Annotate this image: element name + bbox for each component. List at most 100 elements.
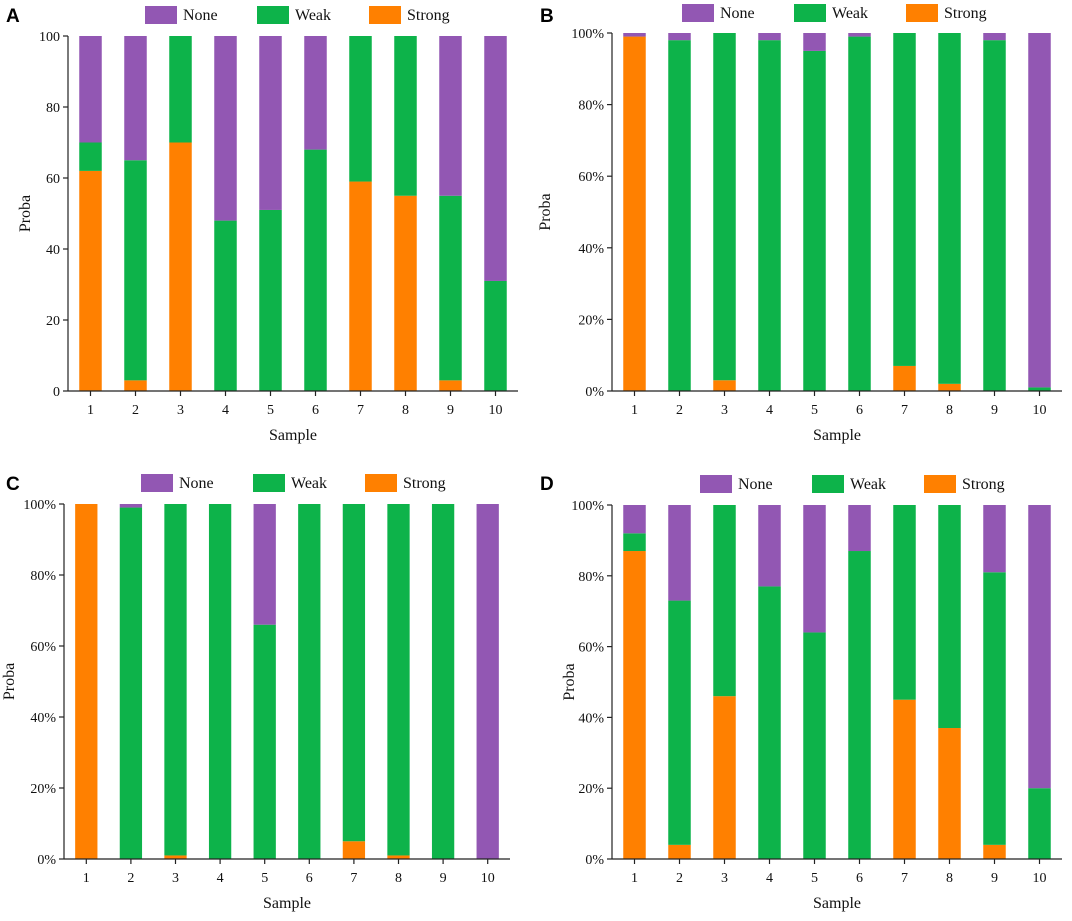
x-tick-label-c: 8 [395,871,402,886]
bar-d-sample-7-weak [893,505,916,700]
x-tick-label-d: 1 [631,871,638,886]
bar-d-sample-3-weak [713,505,736,697]
bar-d-sample-5-none [803,505,826,633]
bar-a-sample-1-none [79,36,102,143]
legend-label-none: None [738,476,773,493]
bar-c-sample-5-none [253,504,276,625]
bar-d-sample-8-weak [938,505,961,729]
y-tick-label-c: 40% [30,711,56,726]
x-tick-label-a: 6 [312,403,319,418]
bar-b-sample-9-none [983,33,1006,41]
legend-label-weak: Weak [291,475,327,492]
legend-swatch-none [682,4,714,22]
panel-b: B None Weak Strong 0% 20% 40% 60% 80% 100% 1 2 3 4 5 6 7… [537,4,1062,444]
y-tick-label-a: 80 [46,101,60,116]
x-tick-label-a: 1 [87,403,94,418]
bar-a-sample-1-strong [79,170,102,391]
panel-letter-b: B [540,6,554,27]
legend-label-strong: Strong [962,476,1005,493]
legend-label-weak: Weak [850,476,886,493]
bar-a-sample-10-none [484,36,507,281]
legend-label-weak: Weak [832,5,868,22]
x-axis-title-c: Sample [263,895,311,912]
bar-d-sample-9-none [983,505,1006,573]
x-tick-label-a: 4 [222,403,229,418]
x-tick-label-b: 2 [676,403,683,418]
bar-b-sample-4-weak [758,40,781,391]
bar-d-sample-7-strong [893,699,916,859]
x-tick-label-d: 6 [856,871,863,886]
y-tick-label-d: 40% [578,711,604,726]
bar-c-sample-5-weak [253,624,276,859]
bar-a-sample-9-strong [439,380,462,391]
bar-b-sample-3-strong [713,380,736,391]
bar-c-sample-2-none [119,504,143,508]
bar-a-sample-6-weak [304,149,327,391]
bar-a-sample-7-strong [349,181,372,391]
x-tick-label-a: 3 [177,403,184,418]
x-tick-label-d: 3 [721,871,728,886]
x-tick-label-a: 5 [267,403,274,418]
bar-c-sample-1-strong [75,504,98,859]
legend-label-none: None [179,475,214,492]
bar-d-sample-2-strong [668,844,691,859]
bar-a-sample-8-strong [394,195,417,391]
x-tick-label-b: 6 [856,403,863,418]
y-axis-title-c: Proba [1,663,18,700]
legend-swatch-strong [906,4,938,22]
bar-b-sample-5-weak [803,50,826,392]
bar-c-sample-8-weak [387,504,410,856]
bar-a-sample-2-none [124,36,147,161]
x-tick-label-b: 8 [946,403,953,418]
y-tick-label-b: 60% [578,170,604,185]
bar-a-sample-1-weak [79,142,102,171]
panel-d: D None Weak Strong 0% 20% 40% 60% 80% 100% 1 2 3 4 5 6 7… [540,474,1062,912]
bar-d-sample-10-none [1028,505,1051,789]
x-tick-label-a: 2 [132,403,139,418]
legend-label-strong: Strong [403,475,446,492]
bar-a-sample-3-strong [169,142,192,391]
y-tick-label-d: 100% [571,499,604,514]
bar-b-sample-2-none [668,33,691,41]
bar-c-sample-9-weak [431,504,455,859]
x-tick-label-c: 4 [217,871,224,886]
bar-b-sample-1-strong [623,36,646,392]
panel-letter-c: C [6,474,20,495]
bar-c-sample-10-none [476,504,499,859]
y-tick-label-c: 20% [30,782,56,797]
bar-d-sample-1-strong [623,551,646,859]
x-tick-label-b: 9 [991,403,998,418]
bar-c-sample-7-weak [342,504,366,842]
bar-d-sample-2-weak [668,600,691,845]
x-tick-label-d: 5 [811,871,818,886]
legend-swatch-strong [924,475,956,493]
x-axis-title-b: Sample [813,427,861,444]
bar-a-sample-9-none [439,36,462,196]
bar-d-sample-9-strong [983,844,1006,859]
y-axis-title-b: Proba [537,193,554,230]
y-tick-label-c: 80% [30,569,56,584]
x-tick-label-c: 1 [83,871,90,886]
bar-d-sample-10-weak [1028,788,1051,859]
legend-swatch-weak [812,475,844,493]
bar-b-sample-1-none [623,33,646,37]
bar-a-sample-6-none [304,36,327,150]
y-tick-label-b: 40% [578,242,604,257]
x-tick-label-d: 4 [766,871,773,886]
legend-swatch-strong [369,6,401,24]
bar-a-sample-8-weak [394,36,417,196]
x-tick-label-c: 3 [172,871,179,886]
legend-label-strong: Strong [407,7,450,24]
y-tick-label-c: 60% [30,640,56,655]
panel-c: C None Weak Strong 0% 20% 40% 60% 80% 100% 1 2 3 4 5 6 7… [1,474,510,912]
bar-d-sample-4-none [758,505,781,587]
bar-d-sample-2-none [668,505,691,601]
bar-d-sample-9-weak [983,572,1006,845]
x-tick-label-c: 7 [350,871,357,886]
legend-swatch-none [141,474,173,492]
panel-a: A None Weak Strong 0 20 40 60 80 100 1 2 3 4 5 6 7 8 9 10 Sa… [6,6,518,444]
legend-label-none: None [720,5,755,22]
x-tick-label-a: 8 [402,403,409,418]
x-tick-label-c: 5 [261,871,268,886]
